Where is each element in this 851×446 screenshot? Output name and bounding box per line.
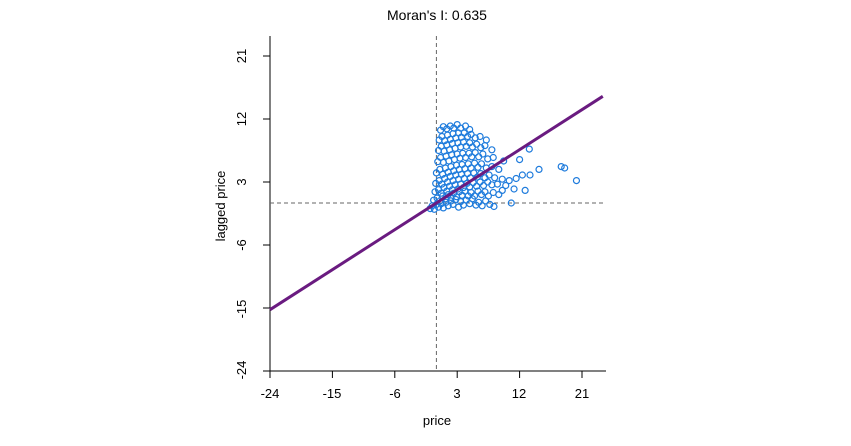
- scatter-point: [502, 181, 510, 190]
- scatter-point: [474, 163, 482, 171]
- scatter-point: [466, 183, 474, 191]
- y-tick-labels: -24 -15 -6 3 12 21: [234, 49, 249, 380]
- scatter-point: [470, 159, 479, 167]
- y-tick-label: -24: [234, 361, 249, 380]
- plot-layer: [263, 36, 606, 378]
- scatter-point: [491, 174, 499, 182]
- scatter-point: [473, 182, 481, 190]
- scatter-point: [467, 164, 475, 172]
- scatter-point: [510, 185, 518, 193]
- scatter-point: [495, 191, 503, 199]
- x-tick-label: -6: [389, 386, 401, 401]
- y-tick-label: 3: [234, 178, 249, 185]
- scatter-point: [468, 153, 476, 161]
- scatter-point: [561, 164, 569, 172]
- chart-title: Moran's I: 0.635: [387, 7, 487, 23]
- scatter-point: [479, 150, 487, 158]
- scatter-point: [515, 156, 524, 164]
- scatter-point: [466, 125, 474, 134]
- scatter-point: [535, 165, 543, 173]
- scatter-point: [461, 122, 470, 130]
- scatter-point: [525, 145, 533, 153]
- scatter-point: [572, 177, 581, 185]
- scatter-point: [477, 144, 485, 152]
- scatter-point: [489, 153, 497, 162]
- y-tick-label: -6: [234, 239, 249, 251]
- scatter-point: [482, 136, 490, 144]
- scatter-point: [526, 171, 534, 179]
- scatter-point: [470, 192, 479, 200]
- scatter-point: [557, 163, 565, 171]
- x-tick-label: -15: [323, 386, 342, 401]
- scatter-point: [512, 174, 520, 183]
- x-tick-label: 3: [453, 386, 460, 401]
- y-axis-label: lagged price: [213, 171, 228, 242]
- scatter-point: [467, 130, 475, 138]
- x-tick-label: 12: [512, 386, 526, 401]
- regression-line: [269, 95, 604, 311]
- scatter-point: [479, 181, 488, 190]
- scatter-point: [476, 132, 484, 141]
- scatter-point: [498, 175, 506, 183]
- scatter-point: [471, 149, 479, 157]
- scatter-point: [478, 202, 486, 210]
- scatter-point: [486, 200, 494, 208]
- scatter-point: [484, 192, 492, 200]
- scatter-point: [507, 199, 515, 207]
- scatter-point: [488, 146, 496, 154]
- x-tick-label: -24: [261, 386, 280, 401]
- y-tick-label: -15: [234, 300, 249, 319]
- scatter-point: [518, 171, 526, 179]
- scatter-point: [521, 186, 529, 194]
- scatter-point: [485, 171, 493, 179]
- y-tick-label: 21: [234, 49, 249, 63]
- scatter-point: [495, 165, 503, 173]
- scatter-point: [493, 180, 502, 188]
- scatter-point: [490, 202, 498, 211]
- x-tick-labels: -24 -15 -6 3 12 21: [261, 386, 590, 401]
- y-tick-label: 12: [234, 112, 249, 126]
- scatter-point: [498, 186, 506, 194]
- scatter-point: [453, 120, 461, 129]
- scatter-point: [477, 160, 486, 168]
- x-axis-label: price: [423, 413, 451, 428]
- x-tick-label: 21: [575, 386, 589, 401]
- scatter-point: [505, 177, 513, 185]
- scatter-point: [471, 134, 479, 142]
